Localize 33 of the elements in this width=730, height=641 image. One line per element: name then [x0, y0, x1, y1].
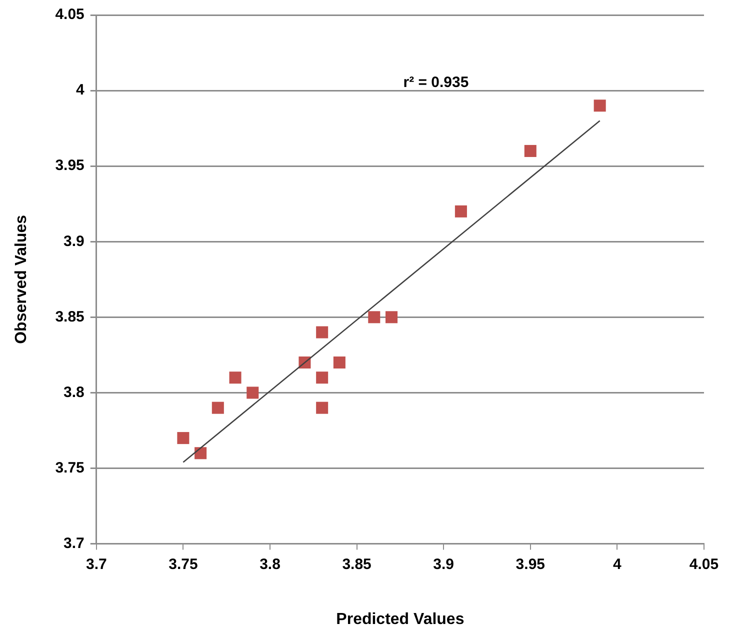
x-tick-label: 3.9 [433, 556, 454, 573]
y-tick-label: 3.75 [55, 459, 84, 476]
point [212, 402, 224, 414]
x-axis-title: Predicted Values [336, 610, 464, 628]
x-tick-label: 4.05 [689, 556, 719, 573]
point [246, 386, 259, 399]
x-tick-label: 3.8 [260, 556, 280, 573]
point [386, 311, 398, 324]
y-axis-title: Observed Values [13, 214, 30, 344]
point [524, 144, 536, 157]
y-tick-label: 3.9 [64, 232, 84, 250]
y-tick-label: 4 [76, 82, 86, 99]
x-tick-label: 4 [613, 556, 622, 573]
point [316, 402, 328, 414]
x-tick-label: 3.7 [86, 556, 107, 573]
point [454, 205, 467, 218]
point [316, 372, 328, 384]
point [177, 432, 190, 444]
point [316, 326, 328, 338]
point [333, 356, 346, 369]
x-tick-label: 3.85 [342, 556, 372, 573]
x-tick-label: 3.95 [516, 556, 545, 573]
point [594, 100, 606, 112]
y-tick-label: 4.05 [55, 6, 84, 24]
point [368, 311, 380, 324]
y-tick-label: 3.8 [64, 384, 84, 401]
annotation: r² = 0.935 [403, 74, 469, 92]
point [229, 372, 242, 384]
y-tick-label: 3.85 [55, 308, 84, 326]
x-tick-label: 3.75 [168, 556, 198, 573]
y-tick-label: 3.95 [55, 157, 84, 174]
y-tick-label: 3.7 [64, 534, 84, 552]
point [194, 447, 207, 460]
